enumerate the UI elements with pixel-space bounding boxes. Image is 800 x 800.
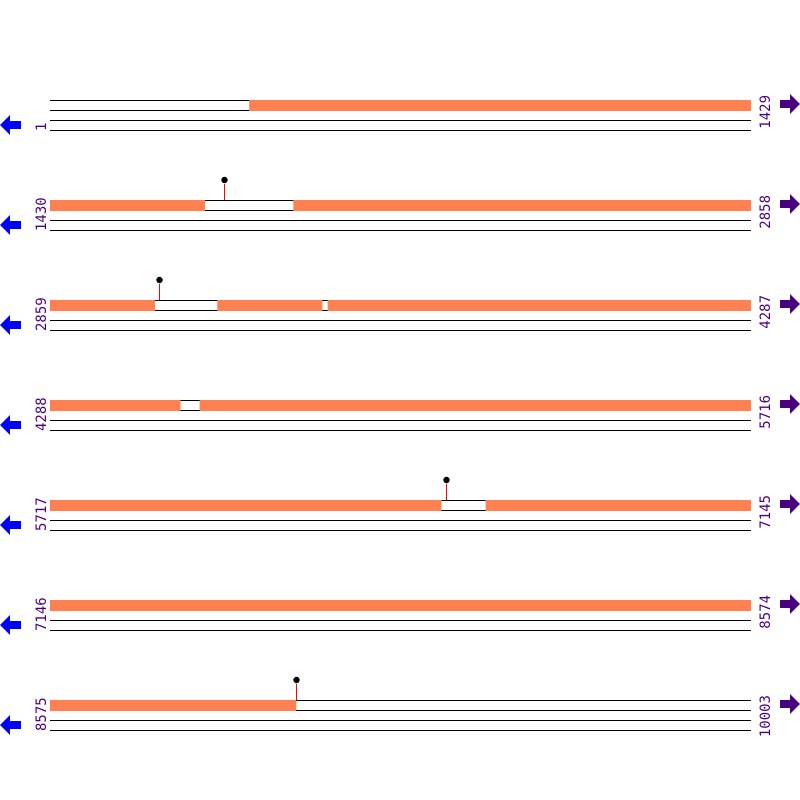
start-position-label: 5717 [34, 497, 50, 531]
coverage-block [50, 400, 181, 411]
track-row: 1430 2858 [0, 176, 800, 235]
arrow-left-icon [0, 115, 21, 135]
track-row: 2859 4287 [0, 276, 800, 335]
coverage-block [50, 200, 206, 211]
arrow-right-icon [780, 194, 800, 214]
arrow-right-icon [780, 94, 800, 114]
arrow-left-icon [0, 415, 21, 435]
arrow-right-icon [780, 494, 800, 514]
coverage-block [50, 300, 155, 311]
arrow-left-icon [0, 715, 21, 735]
arrow-left-icon [0, 615, 21, 635]
marker-dot [221, 176, 228, 184]
coverage-block [327, 300, 751, 311]
track-row: 5717 7145 [0, 476, 800, 535]
coverage-block [199, 400, 751, 411]
arrow-right-icon [780, 694, 800, 714]
arrow-left-icon [0, 515, 21, 535]
marker-dot [293, 676, 300, 684]
end-position-label: 7145 [758, 495, 774, 529]
end-position-label: 8574 [758, 595, 774, 629]
coverage-block [50, 700, 297, 711]
arrow-right-icon [780, 294, 800, 314]
track-row: 1 1429 [0, 94, 800, 135]
arrow-right-icon [780, 394, 800, 414]
start-position-label: 1430 [34, 197, 50, 231]
coverage-block [50, 600, 751, 611]
coverage-block [217, 300, 323, 311]
end-position-label: 4287 [758, 295, 774, 329]
end-position-label: 10003 [758, 695, 774, 737]
track-row: 8575 10003 [0, 676, 800, 737]
end-position-label: 5716 [758, 395, 774, 429]
coverage-block [293, 200, 751, 211]
start-position-label: 2859 [34, 297, 50, 331]
start-position-label: 1 [34, 123, 50, 131]
coverage-block [249, 100, 752, 111]
start-position-label: 7146 [34, 597, 50, 631]
track-row: 4288 5716 [0, 394, 800, 435]
end-position-label: 1429 [758, 95, 774, 129]
arrow-left-icon [0, 315, 21, 335]
marker-dot [156, 276, 163, 284]
track-row: 7146 8574 [0, 594, 800, 635]
arrow-left-icon [0, 215, 21, 235]
coverage-block [50, 500, 442, 511]
arrow-right-icon [780, 594, 800, 614]
end-position-label: 2858 [758, 195, 774, 229]
coverage-block [485, 500, 751, 511]
start-position-label: 4288 [34, 397, 50, 431]
start-position-label: 8575 [34, 697, 50, 731]
marker-dot [443, 476, 450, 484]
